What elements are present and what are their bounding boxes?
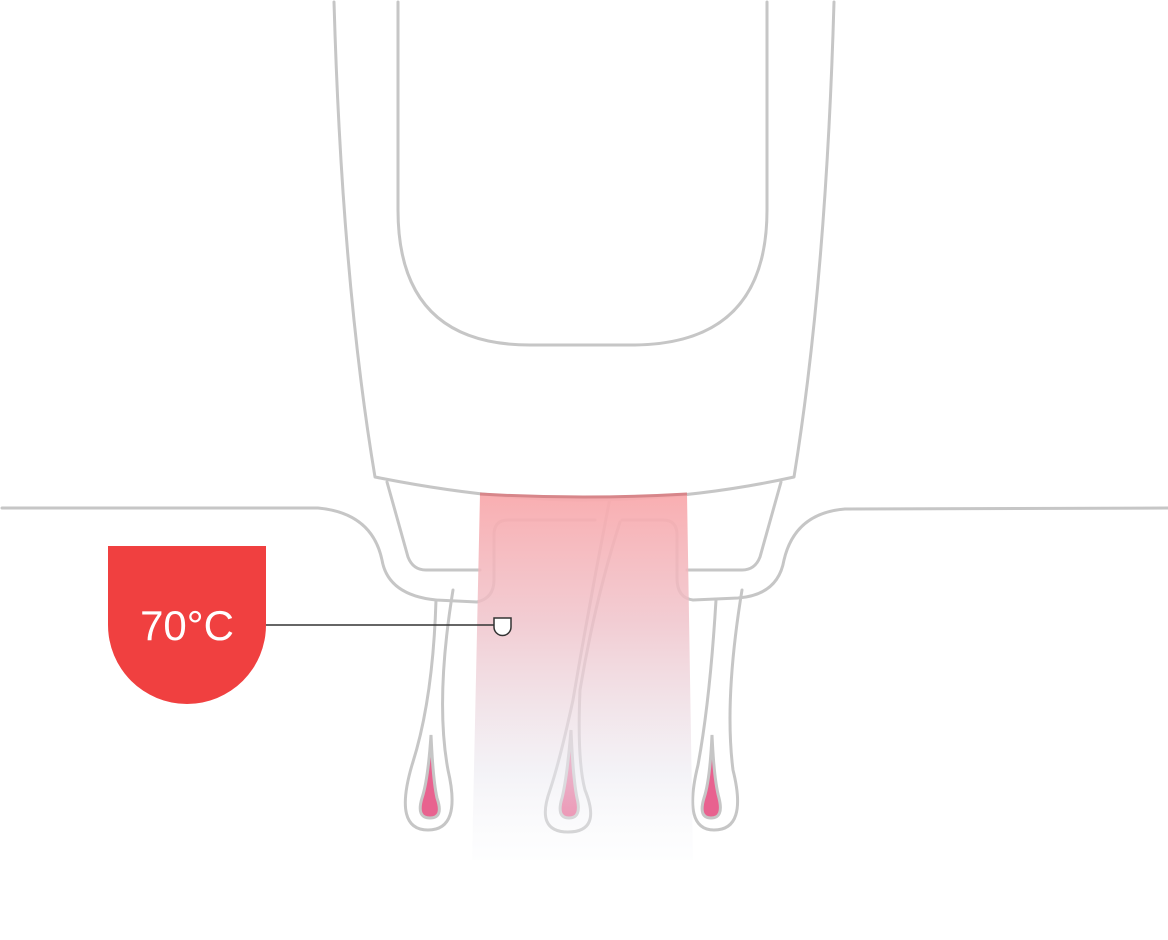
light-beam-edge — [479, 492, 688, 499]
temperature-badge-shape — [108, 546, 266, 704]
temperature-label: 70°C — [140, 602, 234, 649]
light-beam — [472, 494, 693, 860]
follicle-outline — [403, 588, 455, 832]
hair-bulb — [418, 734, 441, 820]
device-handpiece — [332, 0, 836, 572]
device-inner-window — [396, 0, 769, 347]
hair-follicle-left — [403, 588, 455, 832]
device-body-outline — [332, 0, 836, 502]
pointer-marker-icon — [493, 617, 512, 637]
follicle-outline — [691, 588, 744, 832]
temperature-badge: 70°C — [108, 546, 266, 704]
hair-follicle-right — [691, 588, 744, 832]
device-tip-outline — [385, 480, 783, 572]
hair-bulb — [700, 734, 722, 820]
